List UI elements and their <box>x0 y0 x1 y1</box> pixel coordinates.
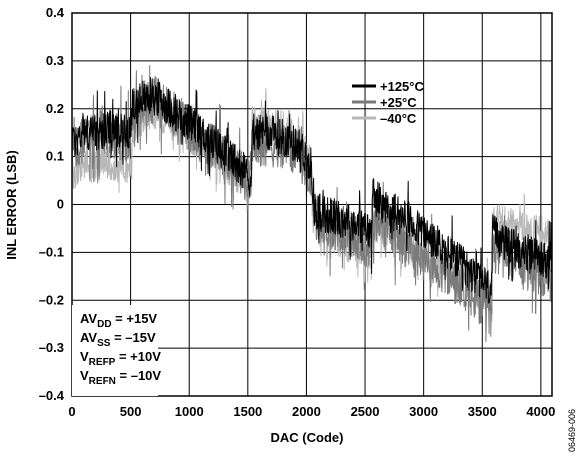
figure-id: 06469-006 <box>567 409 577 452</box>
series-layer <box>71 64 553 342</box>
y-axis-label: INL ERROR (LSB) <box>4 150 19 260</box>
x-tick-label: 3500 <box>468 404 497 419</box>
y-tick-label: 0.1 <box>46 149 64 164</box>
x-tick-label: 500 <box>120 404 142 419</box>
legend-label: –40°C <box>380 111 417 126</box>
x-tick-labels: 0 500 1000 1500 2000 2500 3000 3500 4000 <box>68 404 555 419</box>
condition-text: AVDD = +15V <box>80 311 157 330</box>
x-tick-label: 3000 <box>409 404 438 419</box>
conditions-background <box>72 305 158 396</box>
condition-text: VREFN = –10V <box>80 368 161 387</box>
x-tick-label: 1000 <box>175 404 204 419</box>
x-tick-label: 0 <box>68 404 75 419</box>
condition-text: AVSS = –15V <box>80 330 156 349</box>
x-tick-label: 2500 <box>351 404 380 419</box>
x-tick-label: 2000 <box>292 404 321 419</box>
x-tick-label: 1500 <box>233 404 262 419</box>
series-line-0 <box>71 76 553 304</box>
y-tick-label: 0.2 <box>46 101 64 116</box>
y-tick-label: –0.3 <box>39 340 64 355</box>
legend-label: +125°C <box>380 79 424 94</box>
y-tick-label: –0.4 <box>39 388 65 403</box>
y-tick-labels: –0.4 –0.3 –0.2 –0.1 0 0.1 0.2 0.3 0.4 <box>39 5 65 403</box>
y-tick-label: 0 <box>57 197 64 212</box>
legend: +125°C+25°C–40°C <box>352 79 424 126</box>
x-tick-label: 4000 <box>526 404 555 419</box>
y-tick-label: –0.1 <box>39 244 64 259</box>
plot-frame <box>71 12 553 397</box>
legend-label: +25°C <box>380 95 417 110</box>
condition-text: VREFP = +10V <box>80 349 161 368</box>
y-tick-label: 0.4 <box>46 5 65 20</box>
x-axis-label: DAC (Code) <box>271 430 344 445</box>
y-tick-label: –0.2 <box>39 292 64 307</box>
y-tick-label: 0.3 <box>46 53 64 68</box>
